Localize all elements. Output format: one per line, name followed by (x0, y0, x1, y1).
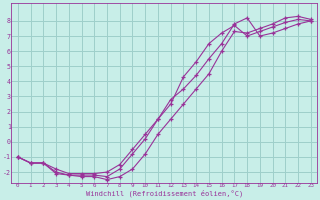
X-axis label: Windchill (Refroidissement éolien,°C): Windchill (Refroidissement éolien,°C) (86, 190, 243, 197)
